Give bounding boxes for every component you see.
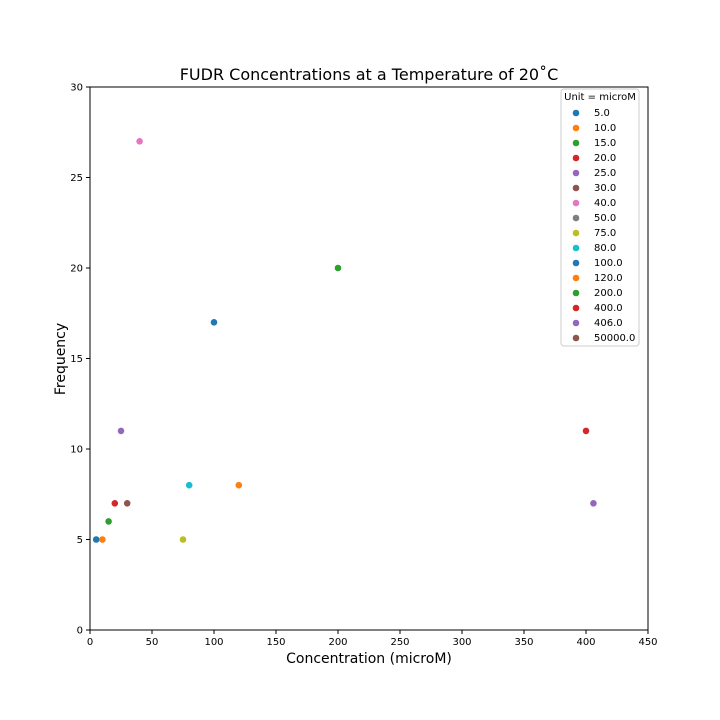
data-point-25.0 (117, 427, 125, 435)
y-tick-label: 10 (70, 445, 83, 456)
y-axis-label: Frequency (53, 323, 69, 395)
legend-marker (572, 214, 580, 222)
x-axis-label: Concentration (microM) (286, 651, 452, 667)
x-tick-label: 50 (146, 637, 159, 648)
legend-marker (572, 304, 580, 312)
legend-title: Unit = microM (564, 92, 636, 103)
data-points (92, 138, 597, 543)
legend-marker (572, 334, 580, 342)
x-tick-label: 100 (204, 637, 223, 648)
chart-title: FUDR Concentrations at a Temperature of … (180, 65, 559, 84)
y-tick-label: 5 (77, 535, 83, 546)
legend-marker (572, 169, 580, 177)
data-point-80.0 (185, 481, 193, 489)
legend-marker (572, 229, 580, 237)
x-tick-label: 300 (452, 637, 471, 648)
data-point-40.0 (136, 138, 143, 145)
legend-label: 15.0 (594, 138, 616, 149)
x-tick-label: 150 (266, 637, 285, 648)
x-tick-label: 0 (87, 637, 93, 648)
legend-box (560, 88, 640, 347)
legend-label: 406.0 (594, 318, 623, 329)
data-point-20.0 (111, 500, 119, 507)
data-point-400.0 (582, 427, 590, 435)
y-tick-label: 25 (70, 173, 83, 184)
legend-label: 30.0 (594, 183, 616, 194)
legend-label: 25.0 (594, 168, 616, 179)
x-tick-label: 350 (514, 637, 533, 648)
legend-label: 120.0 (594, 273, 623, 284)
legend-items: 5.0 10.0 15.0 20.0 25.0 30.0 40.0 50.0 75.0 80.0 1… (572, 108, 635, 344)
data-point-30.0 (123, 500, 131, 507)
data-point-100.0 (210, 319, 218, 326)
data-point-75.0 (179, 536, 187, 543)
legend-marker (572, 184, 580, 192)
y-tick-label: 15 (70, 354, 83, 365)
y-tick-label: 30 (70, 83, 83, 94)
legend-marker (572, 139, 580, 147)
legend-label: 80.0 (594, 243, 616, 254)
data-point-120.0 (235, 481, 243, 489)
legend-label: 5.0 (594, 108, 610, 119)
data-point-406.0 (590, 500, 597, 507)
x-tick-label: 200 (328, 637, 347, 648)
x-axis-ticks: 0 50 100 150 200 250 300 350 400 450 (87, 630, 658, 648)
legend-marker (572, 289, 580, 297)
y-tick-label: 0 (77, 626, 83, 637)
legend-label: 50000.0 (594, 333, 635, 344)
legend-label: 50.0 (594, 213, 616, 224)
legend-label: 40.0 (594, 198, 616, 209)
data-point-5.0 (92, 536, 100, 543)
legend-label: 20.0 (594, 153, 616, 164)
legend-marker (572, 124, 580, 132)
legend-marker (572, 199, 580, 207)
x-tick-label: 450 (638, 637, 657, 648)
legend-marker (572, 244, 580, 252)
legend-marker (572, 259, 580, 267)
legend-label: 200.0 (594, 288, 623, 299)
data-point-200.0 (334, 264, 342, 272)
data-point-10.0 (99, 536, 106, 543)
legend-marker (572, 319, 580, 327)
x-tick-label: 400 (576, 637, 595, 648)
legend-marker (572, 109, 580, 117)
legend-label: 75.0 (594, 228, 616, 239)
y-axis-ticks: 0 5 10 15 20 25 30 (70, 83, 90, 637)
legend-label: 400.0 (594, 303, 623, 314)
legend-marker (572, 274, 580, 282)
legend-marker (572, 154, 580, 162)
y-tick-label: 20 (70, 264, 83, 275)
x-tick-label: 250 (390, 637, 409, 648)
legend-label: 100.0 (594, 258, 623, 269)
legend: Unit = microM 5.0 10.0 15.0 20.0 25.0 30.0 40.… (560, 88, 640, 347)
data-point-15.0 (105, 518, 112, 525)
legend-label: 10.0 (594, 123, 616, 134)
